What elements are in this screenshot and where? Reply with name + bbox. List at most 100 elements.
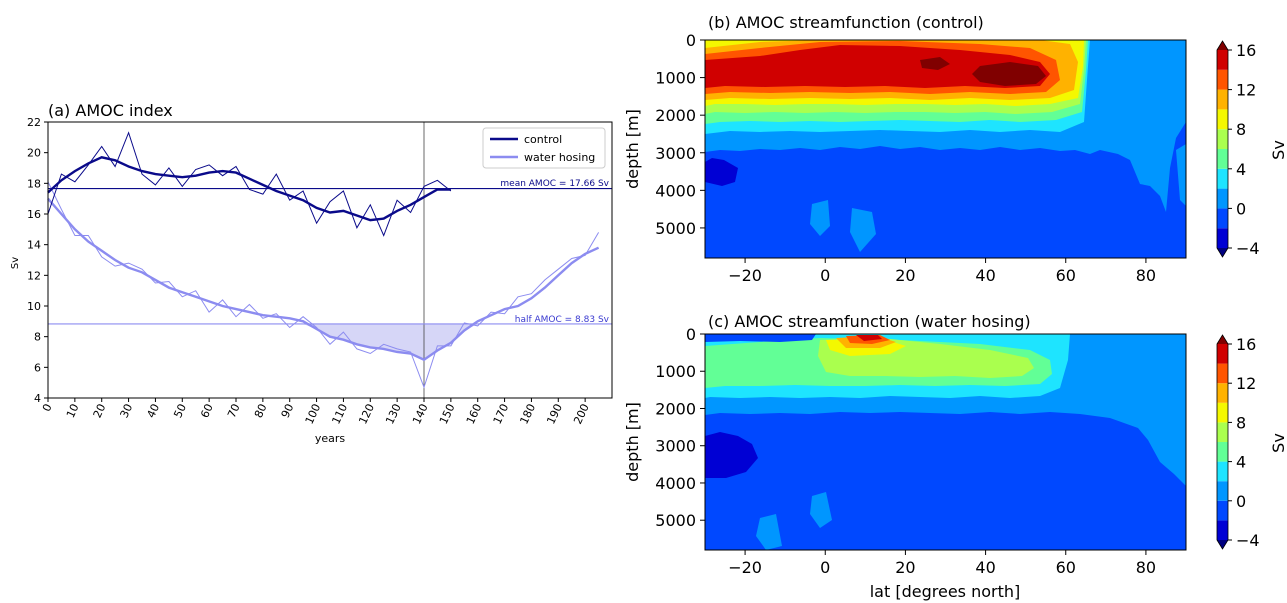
y-tick-label: 20 [27, 147, 41, 160]
y-tick-label: 3000 [655, 144, 696, 163]
x-tick-label: 60 [1056, 266, 1076, 285]
y-tick-label: 12 [27, 269, 41, 282]
panel-c-colorbar-label: Sv [1269, 433, 1287, 453]
panel-a: (a) AMOC index 4 6 8 10 12 14 16 18 20 22 0 10 20 30… [10, 101, 613, 445]
colorbar-segment [1217, 50, 1228, 70]
y-tick-label: 6 [34, 361, 41, 374]
x-tick-label: 60 [198, 402, 216, 420]
panel-c-colorbar: −4 0 4 8 12 16 [1216, 334, 1260, 550]
colorbar-segment [1217, 520, 1228, 540]
colorbar-segment [1217, 208, 1228, 229]
x-tick-label: −20 [728, 266, 762, 285]
x-tick-label: 50 [171, 402, 189, 420]
contour-0-2-blob-1 [810, 492, 832, 528]
amoc-index-x-axis: 0 10 20 30 40 50 60 70 80 90 100 110 120 130 140 150 160… [40, 398, 592, 426]
contour-0-2-blob-2 [756, 514, 782, 550]
panel-b-y-label: depth [m] [623, 109, 642, 189]
amoc-index-x-label: years [315, 432, 346, 445]
colorbar-segment [1217, 228, 1228, 248]
panel-c-title: (c) AMOC streamfunction (water hosing) [708, 312, 1031, 331]
y-tick-label: 8 [34, 331, 41, 344]
colorbar-segment [1217, 383, 1228, 403]
amoc-index-y-label: Sv [10, 257, 21, 269]
panel-b-title: (b) AMOC streamfunction (control) [708, 13, 984, 32]
colorbar-segment [1217, 422, 1228, 442]
amoc-index-y-axis: 4 6 8 10 12 14 16 18 20 22 [27, 116, 48, 405]
panel-c-axes: −20 0 20 40 60 80 0 1000 2000 3000 4000 5000 [655, 325, 1156, 577]
amoc-index-plot-frame [47, 121, 613, 399]
colorbar-tick-label: 8 [1236, 413, 1246, 432]
y-tick-label: 22 [27, 116, 41, 129]
x-tick-label: 110 [329, 402, 350, 427]
x-tick-label: 60 [1056, 558, 1076, 577]
x-tick-label: 20 [895, 266, 915, 285]
x-tick-label: 80 [1136, 558, 1156, 577]
y-tick-label: 3000 [655, 437, 696, 456]
colorbar-tick-label: 16 [1236, 335, 1256, 354]
colorbar-segment [1217, 363, 1228, 384]
x-tick-label: 150 [437, 402, 458, 427]
x-tick-label: 200 [571, 402, 592, 427]
panel-c-frame [704, 333, 1187, 551]
series-line-water-hosing [47, 197, 600, 362]
colorbar-tick-label: 12 [1236, 81, 1256, 100]
half-amoc-deficit-area [284, 323, 486, 360]
streamfunction-hosing-field [705, 334, 1186, 550]
y-tick-label: 4000 [655, 181, 696, 200]
series-line-water-hosing-raw [47, 181, 600, 389]
x-tick-label: 120 [356, 402, 377, 427]
y-tick-label: 14 [27, 239, 41, 252]
y-tick-label: 4 [34, 392, 41, 405]
x-tick-label: 40 [975, 558, 995, 577]
colorbar-segment [1217, 149, 1228, 169]
series-line-control-raw [47, 131, 452, 237]
x-tick-label: 170 [491, 402, 512, 427]
panel-a-title: (a) AMOC index [48, 101, 173, 120]
y-tick-label: 1000 [655, 362, 696, 381]
x-tick-label: 190 [544, 402, 565, 427]
colorbar-tick-label: 0 [1236, 199, 1246, 218]
x-tick-label: 140 [410, 402, 431, 427]
colorbar-tick-label: 4 [1236, 453, 1246, 472]
panel-c: (c) AMOC streamfunction (water hosing) −… [623, 312, 1287, 601]
x-tick-label: 20 [91, 402, 109, 420]
contour-14-16 [705, 45, 1050, 88]
panel-b: (b) AMOC streamfunction (control) −20 0 20… [623, 13, 1287, 285]
x-tick-label: 70 [225, 402, 243, 420]
y-tick-label: 16 [27, 208, 41, 221]
panel-c-x-label: lat [degrees north] [870, 582, 1021, 601]
colorbar-segment [1217, 402, 1228, 423]
y-tick-label: 0 [686, 31, 696, 50]
x-tick-label: 0 [820, 266, 830, 285]
x-tick-label: 180 [517, 402, 538, 427]
colorbar-segment [1217, 89, 1228, 110]
colorbar-segment [1217, 442, 1228, 462]
contour-14-16 [856, 335, 882, 341]
half-amoc-annotation: half AMOC = 8.83 Sv [515, 315, 610, 325]
y-tick-label: 5000 [655, 511, 696, 530]
contour-0-2-right-edge [1176, 144, 1186, 206]
panel-b-axes: −20 0 20 40 60 80 0 1000 2000 3000 4000 5000 [655, 31, 1156, 285]
colorbar-max-extend [1217, 41, 1228, 50]
colorbar-tick-label: 8 [1236, 120, 1246, 139]
colorbar-segment [1217, 461, 1228, 482]
colorbar-segment [1217, 109, 1228, 130]
x-tick-label: 80 [1136, 266, 1156, 285]
x-tick-label: 0 [820, 558, 830, 577]
x-tick-label: 40 [975, 266, 995, 285]
x-tick-label: 0 [40, 402, 55, 414]
contour-0-2-blob-2 [850, 208, 876, 252]
colorbar-segment [1217, 344, 1228, 364]
contour-deep-negative [705, 158, 738, 186]
amoc-index-plot [47, 122, 612, 398]
colorbar-segment [1217, 168, 1228, 189]
x-tick-label: 20 [895, 558, 915, 577]
x-tick-label: 100 [303, 402, 324, 427]
amoc-index-legend: control water hosing [482, 127, 606, 169]
colorbar-segment [1217, 500, 1228, 521]
colorbar-tick-label: 4 [1236, 160, 1246, 179]
y-tick-label: 1000 [655, 69, 696, 88]
x-tick-label: 80 [252, 402, 270, 420]
contour-above-16-small [920, 57, 950, 70]
